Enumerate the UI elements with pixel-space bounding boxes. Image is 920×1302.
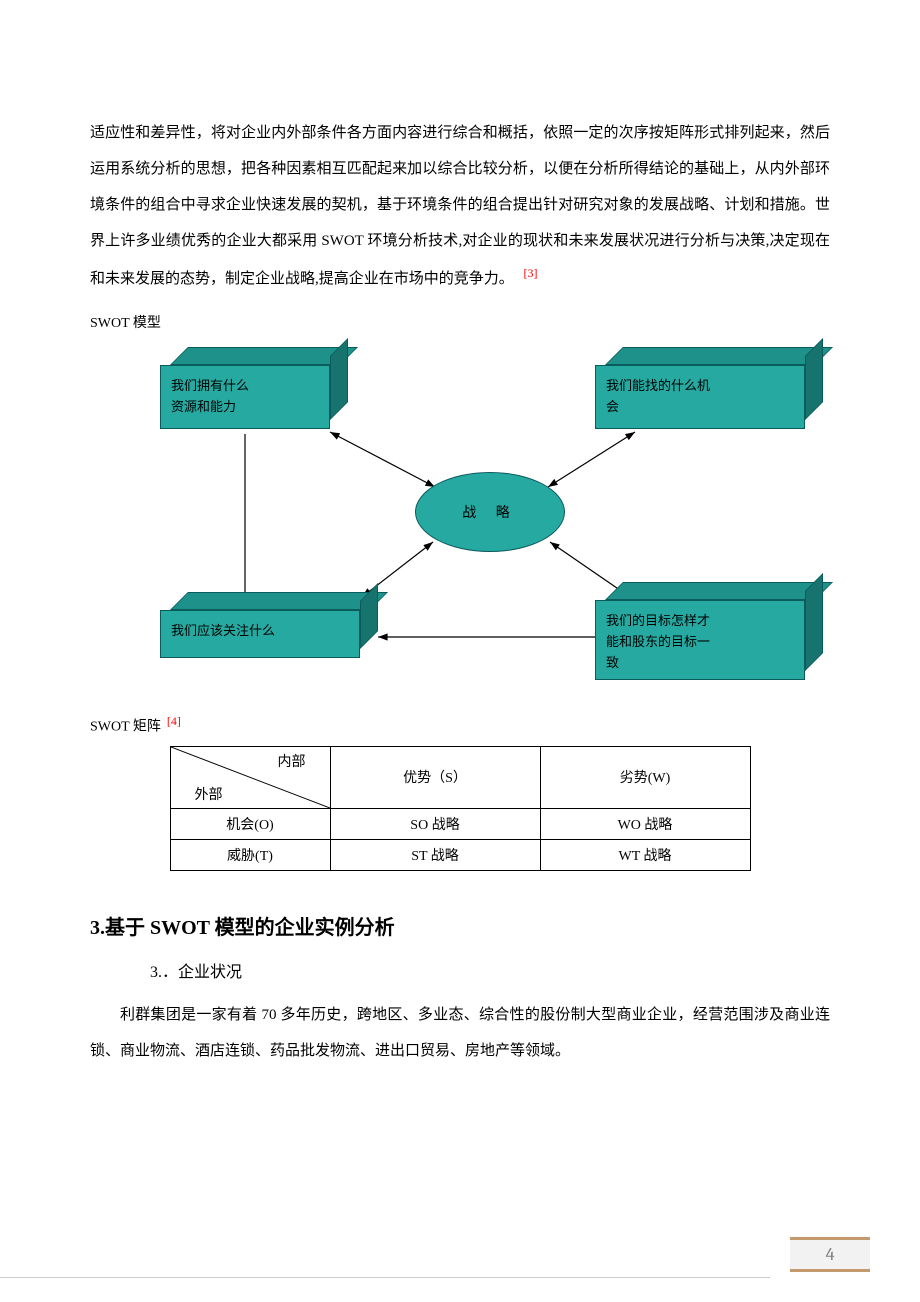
company-paragraph: 利群集团是一家有着 70 多年历史，跨地区、多业态、综合性的股份制大型商业企业，… xyxy=(90,997,830,1069)
matrix-row-header: 威胁(T) xyxy=(170,839,330,870)
table-row: 机会(O)SO 战略WO 战略 xyxy=(170,808,750,839)
matrix-col-header: 优势（S） xyxy=(330,746,540,808)
matrix-row-header: 机会(O) xyxy=(170,808,330,839)
diagram-center-ellipse: 战 略 xyxy=(415,472,565,552)
table-row: 威胁(T)ST 战略WT 战略 xyxy=(170,839,750,870)
citation-4: [4] xyxy=(167,714,181,728)
matrix-cell: WT 战略 xyxy=(540,839,750,870)
subsection-3-1: 3.．企业状况 xyxy=(150,958,830,982)
intro-paragraph: 适应性和差异性，将对企业内外部条件各方面内容进行综合和概括，依照一定的次序按矩阵… xyxy=(90,115,830,297)
box-front-face: 我们拥有什么资源和能力 xyxy=(160,365,330,429)
page-number: 4 xyxy=(790,1237,870,1272)
diag-bottom-left: 外部 xyxy=(195,784,223,804)
matrix-cell: SO 战略 xyxy=(330,808,540,839)
bottom-rule xyxy=(0,1277,770,1278)
matrix-cell: WO 战略 xyxy=(540,808,750,839)
diagram-edge xyxy=(330,432,435,487)
table-row: 内部外部优势（S）劣势(W) xyxy=(170,746,750,808)
heading-swot-model: SWOT 模型 xyxy=(90,312,830,332)
matrix-diagonal-cell: 内部外部 xyxy=(170,746,330,808)
heading-matrix-text: SWOT 矩阵 xyxy=(90,720,161,735)
citation-3: [3] xyxy=(524,266,538,280)
swot-matrix-table: 内部外部优势（S）劣势(W)机会(O)SO 战略WO 战略威胁(T)ST 战略W… xyxy=(170,746,751,871)
box-top-face xyxy=(605,347,833,365)
document-page: 适应性和差异性，将对企业内外部条件各方面内容进行综合和概括，依照一定的次序按矩阵… xyxy=(0,0,920,1302)
box-top-face xyxy=(605,582,833,600)
section-3-heading: 3.基于 SWOT 模型的企业实例分析 xyxy=(90,911,830,940)
matrix-cell: ST 战略 xyxy=(330,839,540,870)
box-front-face: 我们的目标怎样才能和股东的目标一致 xyxy=(595,600,805,680)
box-front-face: 我们能找的什么机会 xyxy=(595,365,805,429)
para1-text: 适应性和差异性，将对企业内外部条件各方面内容进行综合和概括，依照一定的次序按矩阵… xyxy=(90,125,830,287)
box-top-face xyxy=(170,592,388,610)
box-front-face: 我们应该关注什么 xyxy=(160,610,360,658)
diag-top-right: 内部 xyxy=(278,751,306,771)
matrix-col-header: 劣势(W) xyxy=(540,746,750,808)
swot-diagram: 我们拥有什么资源和能力 我们能找的什么机会我们应该关注什么 我们的目标怎样才能和股东… xyxy=(90,342,830,702)
heading-swot-matrix: SWOT 矩阵 [4] xyxy=(90,714,830,736)
diagram-edge xyxy=(548,432,635,487)
